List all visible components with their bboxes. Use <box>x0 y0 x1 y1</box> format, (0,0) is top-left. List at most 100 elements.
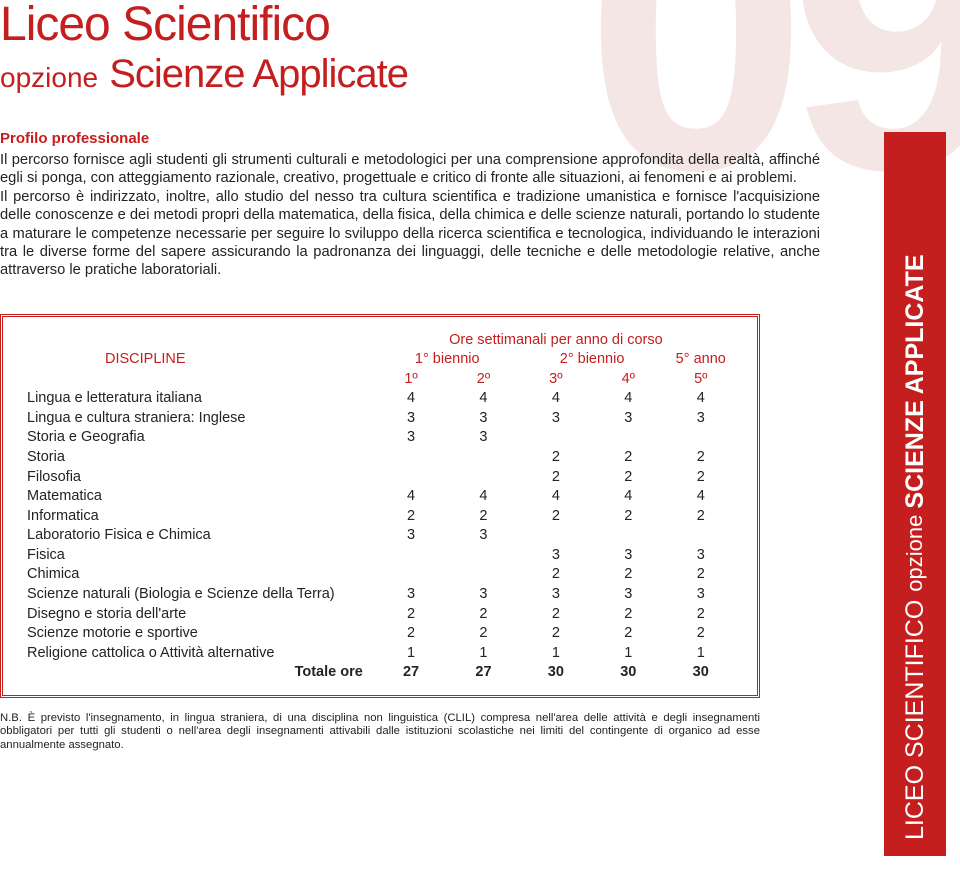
table-row: Matematica44444 <box>23 487 737 507</box>
hours-cell: 2 <box>520 448 592 468</box>
hours-cell: 4 <box>665 389 738 409</box>
hours-cell: 1 <box>520 644 592 664</box>
year-4: 4º <box>592 370 664 390</box>
discipline-header: DISCIPLINE <box>23 350 375 370</box>
hours-cell: 2 <box>665 507 738 527</box>
hours-cell: 1 <box>447 644 519 664</box>
year-2: 2º <box>447 370 519 390</box>
hours-cell: 2 <box>592 448 664 468</box>
hours-cell: 3 <box>447 409 519 429</box>
hours-cell: 2 <box>592 624 664 644</box>
subject-cell: Chimica <box>23 565 375 585</box>
table-row: Scienze naturali (Biologia e Scienze del… <box>23 585 737 605</box>
hours-cell: 2 <box>375 507 447 527</box>
page-title-block: Liceo Scientifico opzione Scienze Applic… <box>0 0 408 96</box>
hours-cell: 4 <box>375 389 447 409</box>
total-row: Totale ore2727303030 <box>23 663 737 683</box>
subject-cell: Scienze naturali (Biologia e Scienze del… <box>23 585 375 605</box>
hours-cell: 4 <box>520 389 592 409</box>
hours-cell: 4 <box>375 487 447 507</box>
hours-cell: 4 <box>665 487 738 507</box>
hours-cell: 3 <box>665 585 738 605</box>
title-opzione: opzione <box>0 62 98 93</box>
hours-cell: 4 <box>592 487 664 507</box>
body-paragraph-2: Il percorso è indirizzato, inoltre, allo… <box>0 188 820 280</box>
year-5: 5º <box>665 370 738 390</box>
hours-cell <box>375 546 447 566</box>
hours-cell <box>447 546 519 566</box>
hours-cell: 3 <box>375 585 447 605</box>
sidebar-word-2: opzione <box>902 515 928 592</box>
hours-cell: 4 <box>447 487 519 507</box>
hours-cell: 2 <box>520 605 592 625</box>
biennio-2-header: 2° biennio <box>520 350 665 370</box>
hours-cell <box>592 428 664 448</box>
total-cell: 27 <box>447 663 519 683</box>
sidebar-word-1: LICEO SCIENTIFICO <box>901 600 930 840</box>
hours-cell: 2 <box>520 565 592 585</box>
total-cell: 30 <box>520 663 592 683</box>
subject-cell: Storia e Geografia <box>23 428 375 448</box>
table-row: Lingua e letteratura italiana44444 <box>23 389 737 409</box>
hours-cell: 2 <box>520 468 592 488</box>
subject-cell: Religione cattolica o Attività alternati… <box>23 644 375 664</box>
profile-heading: Profilo professionale <box>0 130 820 147</box>
table-row: Disegno e storia dell'arte22222 <box>23 605 737 625</box>
hours-cell: 3 <box>447 526 519 546</box>
hours-table: Ore settimanali per anno di corso DISCIP… <box>23 331 737 683</box>
hours-cell: 2 <box>592 507 664 527</box>
hours-cell <box>520 428 592 448</box>
hours-cell: 2 <box>665 565 738 585</box>
hours-cell: 1 <box>375 644 447 664</box>
hours-cell <box>665 526 738 546</box>
hours-cell: 2 <box>592 468 664 488</box>
table-row: Religione cattolica o Attività alternati… <box>23 644 737 664</box>
sidebar-tab: LICEO SCIENTIFICO opzione SCIENZE APPLIC… <box>884 132 946 856</box>
subject-cell: Filosofia <box>23 468 375 488</box>
hours-cell: 2 <box>447 605 519 625</box>
hours-cell <box>447 468 519 488</box>
hours-cell: 3 <box>592 409 664 429</box>
hours-cell: 2 <box>520 624 592 644</box>
hours-cell <box>375 565 447 585</box>
subject-cell: Scienze motorie e sportive <box>23 624 375 644</box>
hours-cell: 3 <box>447 428 519 448</box>
hours-cell: 2 <box>375 624 447 644</box>
table-row: Scienze motorie e sportive22222 <box>23 624 737 644</box>
table-empty-cell <box>23 370 375 390</box>
hours-cell <box>375 468 447 488</box>
table-row: Lingua e cultura straniera: Inglese33333 <box>23 409 737 429</box>
hours-cell: 3 <box>592 546 664 566</box>
subject-cell: Informatica <box>23 507 375 527</box>
subject-cell: Lingua e cultura straniera: Inglese <box>23 409 375 429</box>
subject-cell: Disegno e storia dell'arte <box>23 605 375 625</box>
hours-cell <box>520 526 592 546</box>
sidebar-word-3: SCIENZE APPLICATE <box>901 254 930 508</box>
hours-cell <box>375 448 447 468</box>
hours-cell: 2 <box>520 507 592 527</box>
table-row: Informatica22222 <box>23 507 737 527</box>
footnote: N.B. È previsto l'insegnamento, in lingu… <box>0 712 760 753</box>
biennio-1-header: 1° biennio <box>375 350 520 370</box>
hours-cell: 2 <box>375 605 447 625</box>
hours-cell: 2 <box>447 507 519 527</box>
subject-cell: Matematica <box>23 487 375 507</box>
hours-cell: 3 <box>375 428 447 448</box>
table-row: Storia e Geografia33 <box>23 428 737 448</box>
title-line2: opzione Scienze Applicate <box>0 52 408 96</box>
hours-cell: 4 <box>592 389 664 409</box>
subject-cell: Storia <box>23 448 375 468</box>
subject-cell: Laboratorio Fisica e Chimica <box>23 526 375 546</box>
body-paragraph-1: Il percorso fornisce agli studenti gli s… <box>0 151 820 188</box>
hours-cell: 2 <box>665 605 738 625</box>
anno-5-header: 5° anno <box>665 350 738 370</box>
hours-cell: 3 <box>592 585 664 605</box>
hours-table-frame: Ore settimanali per anno di corso DISCIP… <box>0 314 760 698</box>
hours-cell: 2 <box>665 448 738 468</box>
hours-cell: 3 <box>665 546 738 566</box>
table-empty-cell <box>23 331 375 351</box>
hours-cell: 2 <box>447 624 519 644</box>
table-row: Fisica333 <box>23 546 737 566</box>
sidebar-label: LICEO SCIENTIFICO opzione SCIENZE APPLIC… <box>884 132 946 856</box>
total-cell: 30 <box>592 663 664 683</box>
